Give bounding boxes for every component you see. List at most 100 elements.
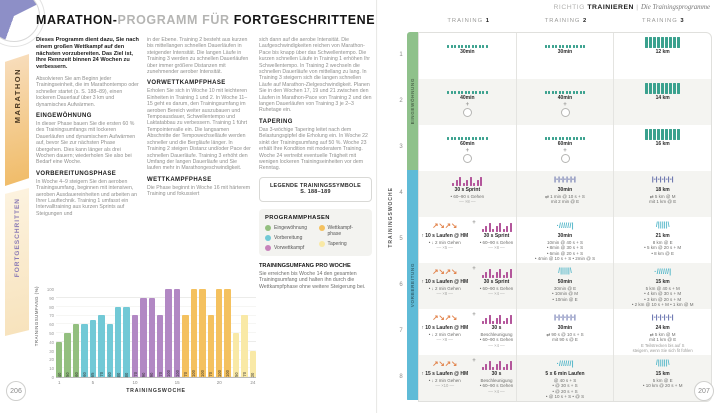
table-row-week-2: 40min +40min +14 km — [419, 79, 711, 125]
dots-tick — [471, 45, 474, 48]
bars-tick — [657, 83, 660, 94]
training-detail-line: –– ×5 –– — [436, 245, 453, 251]
symbol-spikes-icon — [452, 174, 483, 186]
x-tick — [208, 380, 214, 385]
spikes-tick — [492, 321, 494, 324]
training-detail-line: 30min @ E — [553, 285, 577, 291]
chart-bar-week-20: 100 — [216, 289, 223, 377]
week-number: 2 — [399, 98, 403, 104]
bars-tick — [653, 37, 656, 48]
training-detail-line: mit 90 s @ E — [552, 337, 578, 343]
table-row-week-6: ↗↘↗↘ ↑ 10 s Laufen @ HM • ↓ 2 min Gehen –– … — [419, 263, 711, 309]
bars-tick — [677, 129, 680, 140]
x-tick — [140, 380, 146, 385]
phase-legend-item: Wettkampf-phase — [318, 224, 367, 237]
bars-tick — [653, 129, 656, 140]
x-tick — [64, 380, 70, 385]
dots-tick — [457, 91, 460, 94]
x-tick — [123, 380, 129, 385]
dots-tick — [457, 137, 460, 140]
training-symbol-group: 16 km — [645, 128, 680, 148]
spikes-tick — [499, 223, 501, 232]
training-symbol-group: /|||||\ 50min 30min @ E • 10min @ M • 10min … — [552, 266, 578, 302]
symbol-groups: 40min + — [447, 82, 488, 117]
training-detail-line: –– ×4 –– — [488, 388, 505, 394]
symbol-dots-icon — [447, 36, 488, 48]
chart-bar-week-11: 90 — [140, 297, 147, 377]
cell-week-1-training-2: 30min — [517, 33, 615, 79]
training-detail-line: mit 1 km @ E — [649, 337, 677, 343]
dots-tick — [579, 137, 582, 140]
bar-value-label: 70 — [98, 372, 104, 377]
chart-bar-slot: 100 — [173, 289, 181, 377]
plus-separator: + — [465, 101, 470, 108]
page-number-left: 206 — [6, 381, 26, 401]
chart-bar-week-1: 40 — [56, 341, 63, 377]
cell-week-2-training-2: 40min + — [517, 79, 615, 125]
section-heading: WETTKAMPFPHASE — [147, 176, 212, 183]
bars-tick — [669, 37, 672, 48]
chart-bar-slot: 50 — [64, 290, 71, 377]
phase-rail-vorbereitung: VORBEREITUNG — [407, 170, 418, 400]
dots-tick — [461, 91, 464, 94]
bars-tick — [661, 83, 664, 94]
dots-tick — [572, 45, 575, 48]
week-number: 3 — [399, 144, 403, 150]
symbol-dots-icon — [447, 82, 488, 94]
bars-tick — [645, 129, 648, 140]
tab-marathon-label: MARATHON — [12, 68, 22, 124]
dots-tick — [583, 91, 586, 94]
spikes-tick — [502, 229, 505, 232]
header-italic: Die Trainingsprogramme — [640, 4, 710, 11]
bars-tick — [673, 129, 676, 140]
training-symbol-group — [462, 107, 472, 117]
training-detail-line: • @ 30 s + S — [552, 383, 578, 389]
dots-tick — [576, 137, 579, 140]
training-symbol-group: ↗↘↗↘ ↑ 10 s Laufen @ HM • ↓ 2 min Gehen –– … — [421, 312, 468, 343]
chart-bar-week-3: 60 — [72, 324, 80, 377]
column-header-training-3: TRAINING 3 — [615, 18, 712, 32]
x-tick — [233, 380, 239, 385]
dots-tick — [551, 91, 554, 94]
training-detail-line: ↑ 10 s Laufen @ HM — [421, 233, 469, 239]
bar-value-label: 70 — [157, 372, 163, 377]
section-heading: VORBEREITUNGSPHASE — [36, 170, 117, 177]
week-number: 7 — [399, 328, 403, 334]
symbol-strength-circle-icon — [462, 107, 472, 117]
training-detail-line: 30 s — [491, 371, 502, 377]
training-detail-line: 30 s Sprint — [454, 187, 481, 193]
program-phases-legend: PROGRAMMPHASEN Eingewöhnung Vorbereitung V… — [259, 208, 372, 256]
bar-value-label: 70 — [241, 372, 247, 377]
bar-value-label: 50 — [233, 372, 239, 377]
training-footnote-line: E Teilstrecken bis auf S — [640, 342, 685, 348]
spikes-tick — [506, 272, 508, 278]
chart-bar-week-9: 80 — [123, 306, 130, 377]
training-detail-line: 30 s — [491, 325, 502, 331]
symbol-groups: ↗↘↗↘ ↑ 10 s Laufen @ HM • ↓ 2 min Gehen –– … — [421, 220, 513, 251]
week-number: 5 — [399, 236, 403, 242]
sidebar-tab-marathon: MARATHON — [5, 54, 29, 186]
chart-bar-slot: 70 — [182, 290, 189, 377]
chart-bar-slot: 70 — [157, 290, 164, 377]
symbol-spikes-icon — [481, 312, 512, 324]
phase-legend-item: Vorbereitung — [265, 234, 313, 241]
phase-legend-label: Vorwettkampf — [274, 244, 305, 251]
bar-value-label: 80 — [124, 372, 130, 377]
dots-tick — [450, 91, 453, 94]
paragraph: In Woche 4–9 steigern Sie den aeroben Tr… — [36, 178, 137, 217]
x-tick: 20 — [216, 380, 222, 385]
dots-tick — [478, 45, 481, 48]
x-tick: 10 — [132, 380, 138, 385]
x-tick — [157, 380, 163, 385]
training-symbol-group: ·//////| 15 km 5 km @ 40 s + M • 4 km @ 30 … — [632, 266, 694, 308]
phases-legend-title: PROGRAMMPHASEN — [265, 214, 330, 221]
y-tick: 40 — [49, 339, 54, 345]
spikes-tick — [499, 315, 501, 324]
y-tick: 80 — [49, 304, 54, 310]
week-number: 6 — [399, 282, 403, 288]
chart-bar-slot: 50 — [232, 290, 240, 377]
training-symbol-group: 30 s Sprint • 60–90 s Gehen –– ×4 –– — [480, 266, 513, 297]
training-symbol-group — [560, 107, 570, 117]
spikes-tick — [495, 318, 498, 324]
